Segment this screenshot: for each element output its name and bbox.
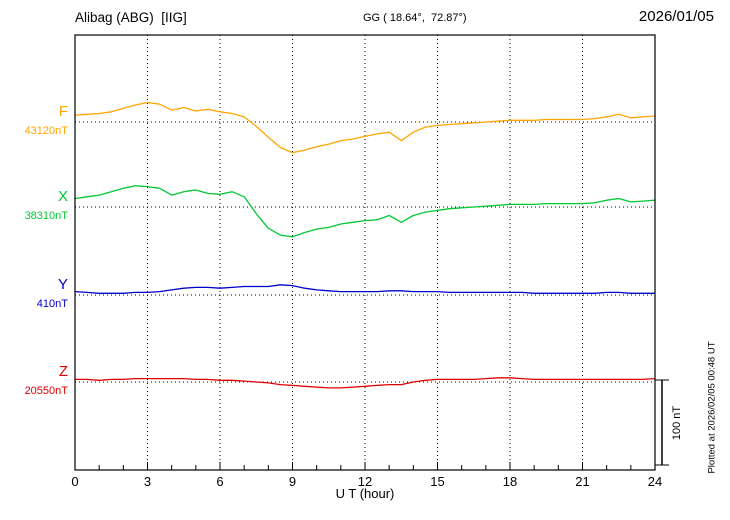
x-tick-label-15: 15 bbox=[430, 474, 444, 489]
series-baseline-value-Z: 20550nT bbox=[24, 385, 68, 397]
series-letter-X: X bbox=[57, 188, 68, 205]
series-line-F bbox=[74, 101, 656, 154]
scale-bar-label: 100 nT bbox=[671, 405, 683, 441]
x-tick-label-3: 3 bbox=[144, 474, 151, 489]
x-tick-label-6: 6 bbox=[216, 474, 223, 489]
series-baseline-value-X: 38310nT bbox=[24, 210, 68, 222]
x-tick-label-21: 21 bbox=[575, 474, 589, 489]
series-letter-Z: Z bbox=[58, 363, 68, 380]
x-tick-label-18: 18 bbox=[503, 474, 517, 489]
series-baseline-value-Y: 410nT bbox=[36, 298, 68, 310]
series-line-Y bbox=[74, 284, 656, 294]
x-tick-label-12: 12 bbox=[358, 474, 372, 489]
series-baseline-value-F: 43120nT bbox=[24, 125, 68, 137]
x-tick-label-24: 24 bbox=[648, 474, 662, 489]
plotted-timestamp: Plotted at 2026/02/05 00:48 UT bbox=[706, 341, 718, 474]
plot-border bbox=[74, 34, 656, 471]
x-tick-label-0: 0 bbox=[71, 474, 78, 489]
series-line-Z bbox=[74, 377, 656, 389]
series-letter-Y: Y bbox=[57, 276, 68, 293]
x-axis-label: U T (hour) bbox=[335, 486, 395, 501]
series-line-X bbox=[74, 185, 656, 238]
gg-coordinates: GG ( 18.64°, 72.87°) bbox=[363, 12, 467, 24]
plot-date: 2026/01/05 bbox=[638, 8, 714, 25]
series-letter-F: F bbox=[58, 103, 68, 120]
station-title: Alibag (ABG) [IIG] bbox=[75, 10, 187, 25]
x-tick-label-9: 9 bbox=[289, 474, 296, 489]
